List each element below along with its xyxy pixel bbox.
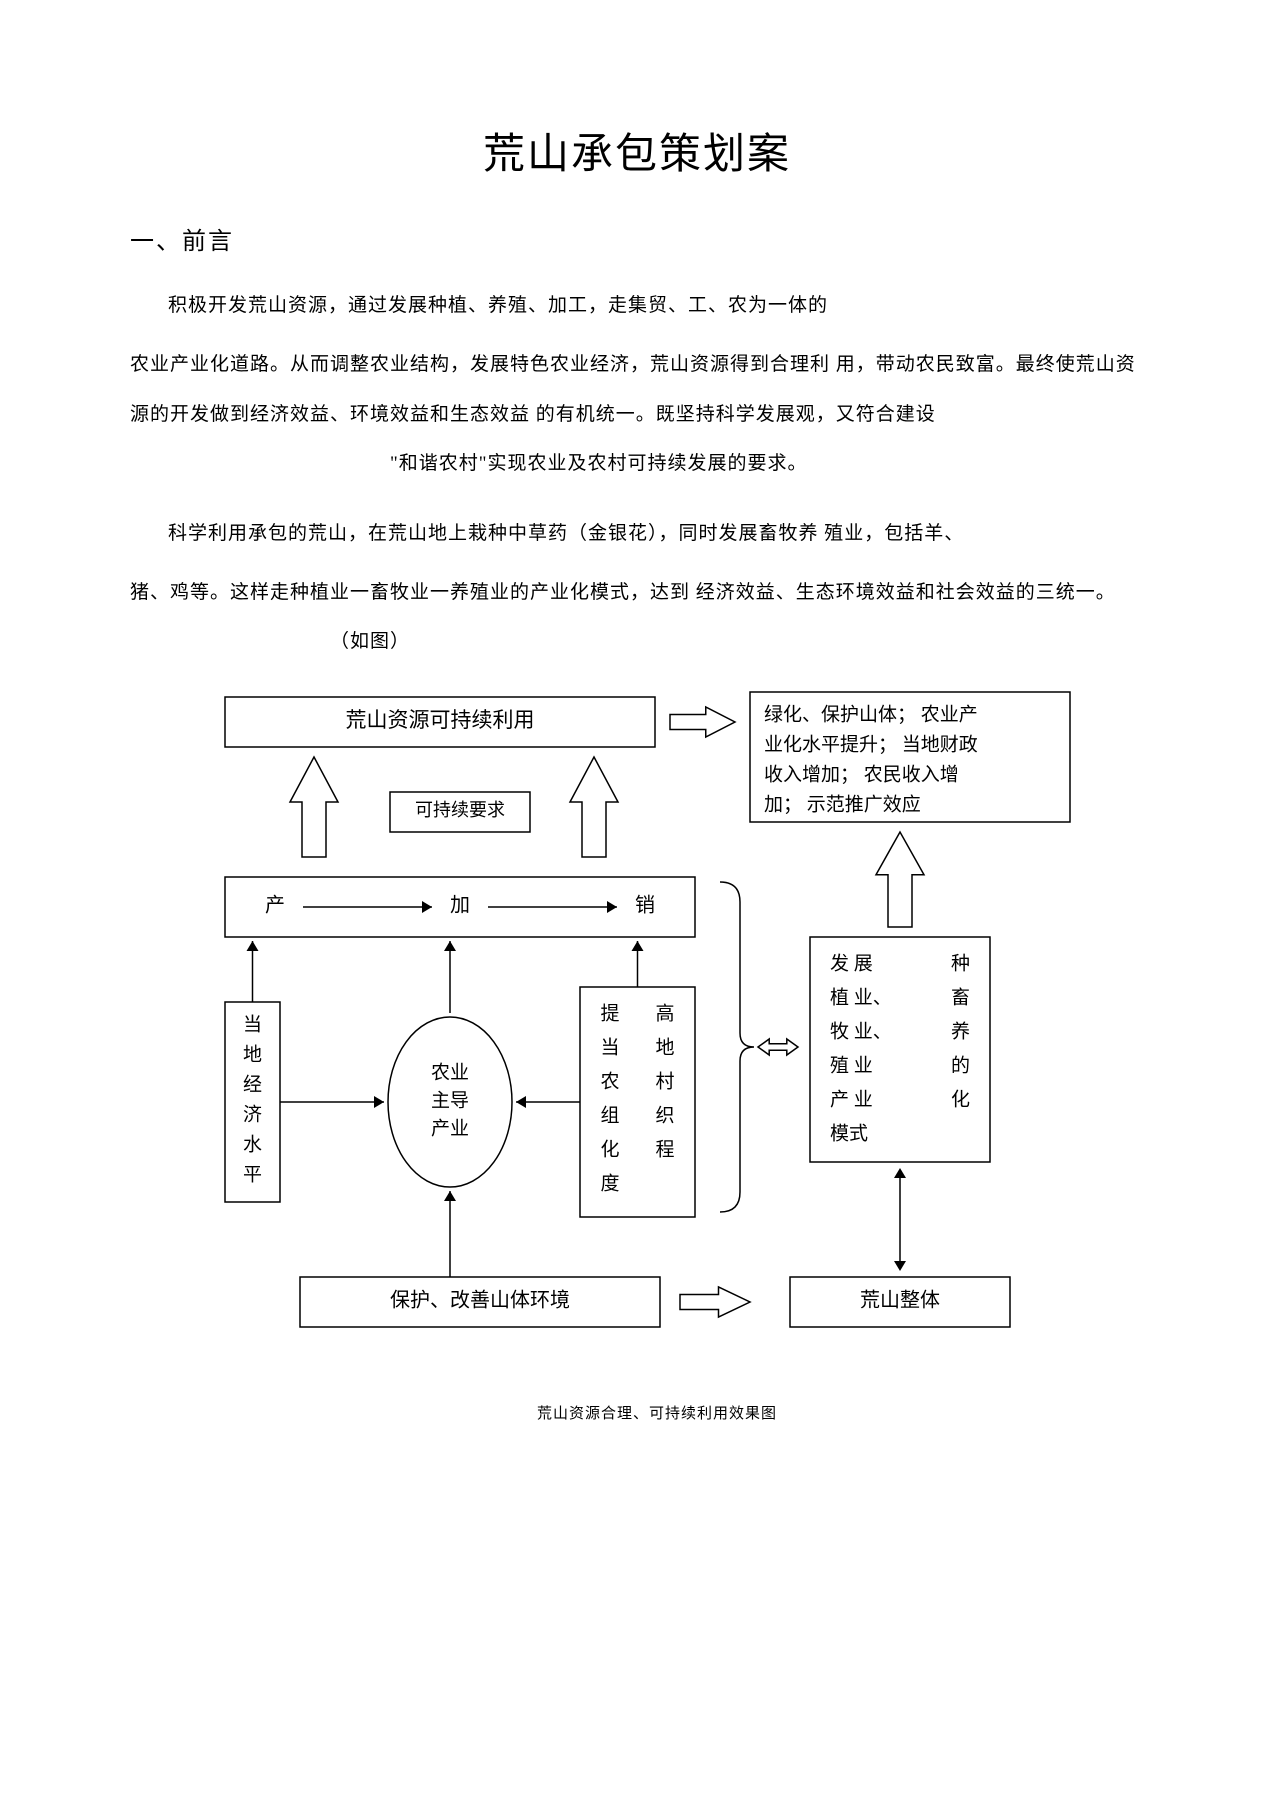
svg-text:产: 产 xyxy=(265,893,285,916)
svg-text:的: 的 xyxy=(951,1054,970,1076)
svg-text:当: 当 xyxy=(243,1013,262,1035)
svg-text:化: 化 xyxy=(600,1138,619,1160)
svg-text:度: 度 xyxy=(600,1172,619,1194)
svg-text:织: 织 xyxy=(655,1104,674,1126)
svg-text:殖 业: 殖 业 xyxy=(830,1054,873,1076)
svg-text:收入增加； 农民收入增: 收入增加； 农民收入增 xyxy=(764,763,959,785)
diagram-caption: 荒山资源合理、可持续利用效果图 xyxy=(170,1402,1144,1423)
paragraph-1-lead: 积极开发荒山资源，通过发展种植、养殖、加工，走集贸、工、农为一体的 xyxy=(130,281,1144,330)
svg-text:荒山整体: 荒山整体 xyxy=(860,1288,940,1311)
paragraph-1-b: "和谐农村"实现农业及农村可持续发展的要求。 xyxy=(390,453,808,474)
svg-text:畜: 畜 xyxy=(951,986,970,1008)
paragraph-1-body: 农业产业化道路。从而调整农业结构，发展特色农业经济，荒山资源得到合理利 用，带动… xyxy=(130,340,1144,488)
section-heading: 一、前言 xyxy=(130,221,1144,256)
svg-text:平: 平 xyxy=(243,1164,262,1185)
svg-text:销: 销 xyxy=(635,893,655,916)
svg-text:荒山资源可持续利用: 荒山资源可持续利用 xyxy=(346,708,535,732)
page-title: 荒山承包策划案 xyxy=(130,120,1144,181)
svg-text:发 展: 发 展 xyxy=(830,952,873,974)
svg-text:产业: 产业 xyxy=(431,1117,469,1139)
svg-text:村: 村 xyxy=(655,1070,674,1092)
diagram-container: 荒山资源可持续利用 绿化、保护山体； 农业产业化水平提升； 当地财政收入增加； 农… xyxy=(170,687,1144,1423)
svg-text:加: 加 xyxy=(450,893,470,916)
svg-text:保护、改善山体环境: 保护、改善山体环境 xyxy=(390,1288,570,1311)
svg-text:牧 业、: 牧 业、 xyxy=(830,1020,892,1042)
svg-text:模式: 模式 xyxy=(830,1122,868,1144)
svg-text:加； 示范推广效应: 加； 示范推广效应 xyxy=(764,793,921,815)
flowchart-diagram: 荒山资源可持续利用 绿化、保护山体； 农业产业化水平提升； 当地财政收入增加； 农… xyxy=(170,687,1100,1377)
paragraph-2-b: （如图） xyxy=(330,631,410,652)
svg-text:高: 高 xyxy=(655,1002,674,1024)
svg-text:产 业: 产 业 xyxy=(830,1088,873,1110)
svg-text:养: 养 xyxy=(951,1020,970,1042)
svg-text:当: 当 xyxy=(600,1036,619,1058)
svg-text:化: 化 xyxy=(951,1088,970,1110)
svg-text:经: 经 xyxy=(243,1073,262,1095)
svg-text:农业: 农业 xyxy=(431,1061,469,1083)
svg-text:植 业、: 植 业、 xyxy=(830,986,892,1008)
paragraph-2-body: 猪、鸡等。这样走种植业一畜牧业一养殖业的产业化模式，达到 经济效益、生态环境效益… xyxy=(130,568,1144,667)
svg-text:地: 地 xyxy=(243,1043,262,1065)
svg-text:地: 地 xyxy=(655,1036,674,1058)
svg-text:绿化、保护山体； 农业产: 绿化、保护山体； 农业产 xyxy=(764,703,978,725)
svg-text:种: 种 xyxy=(951,952,970,974)
svg-text:组: 组 xyxy=(600,1104,619,1126)
paragraph-2-lead: 科学利用承包的荒山，在荒山地上栽种中草药（金银花），同时发展畜牧养 殖业，包括羊… xyxy=(130,509,1144,558)
svg-text:主导: 主导 xyxy=(431,1089,469,1111)
svg-text:业化水平提升； 当地财政: 业化水平提升； 当地财政 xyxy=(764,733,978,755)
svg-text:提: 提 xyxy=(600,1002,619,1024)
svg-text:济: 济 xyxy=(243,1103,262,1125)
svg-text:农: 农 xyxy=(600,1070,619,1092)
paragraph-2-a: 猪、鸡等。这样走种植业一畜牧业一养殖业的产业化模式，达到 经济效益、生态环境效益… xyxy=(130,582,1116,603)
svg-text:水: 水 xyxy=(243,1133,262,1155)
paragraph-1-a: 农业产业化道路。从而调整农业结构，发展特色农业经济，荒山资源得到合理利 用，带动… xyxy=(130,354,1136,424)
svg-text:可持续要求: 可持续要求 xyxy=(415,800,505,820)
svg-text:程: 程 xyxy=(655,1138,674,1160)
